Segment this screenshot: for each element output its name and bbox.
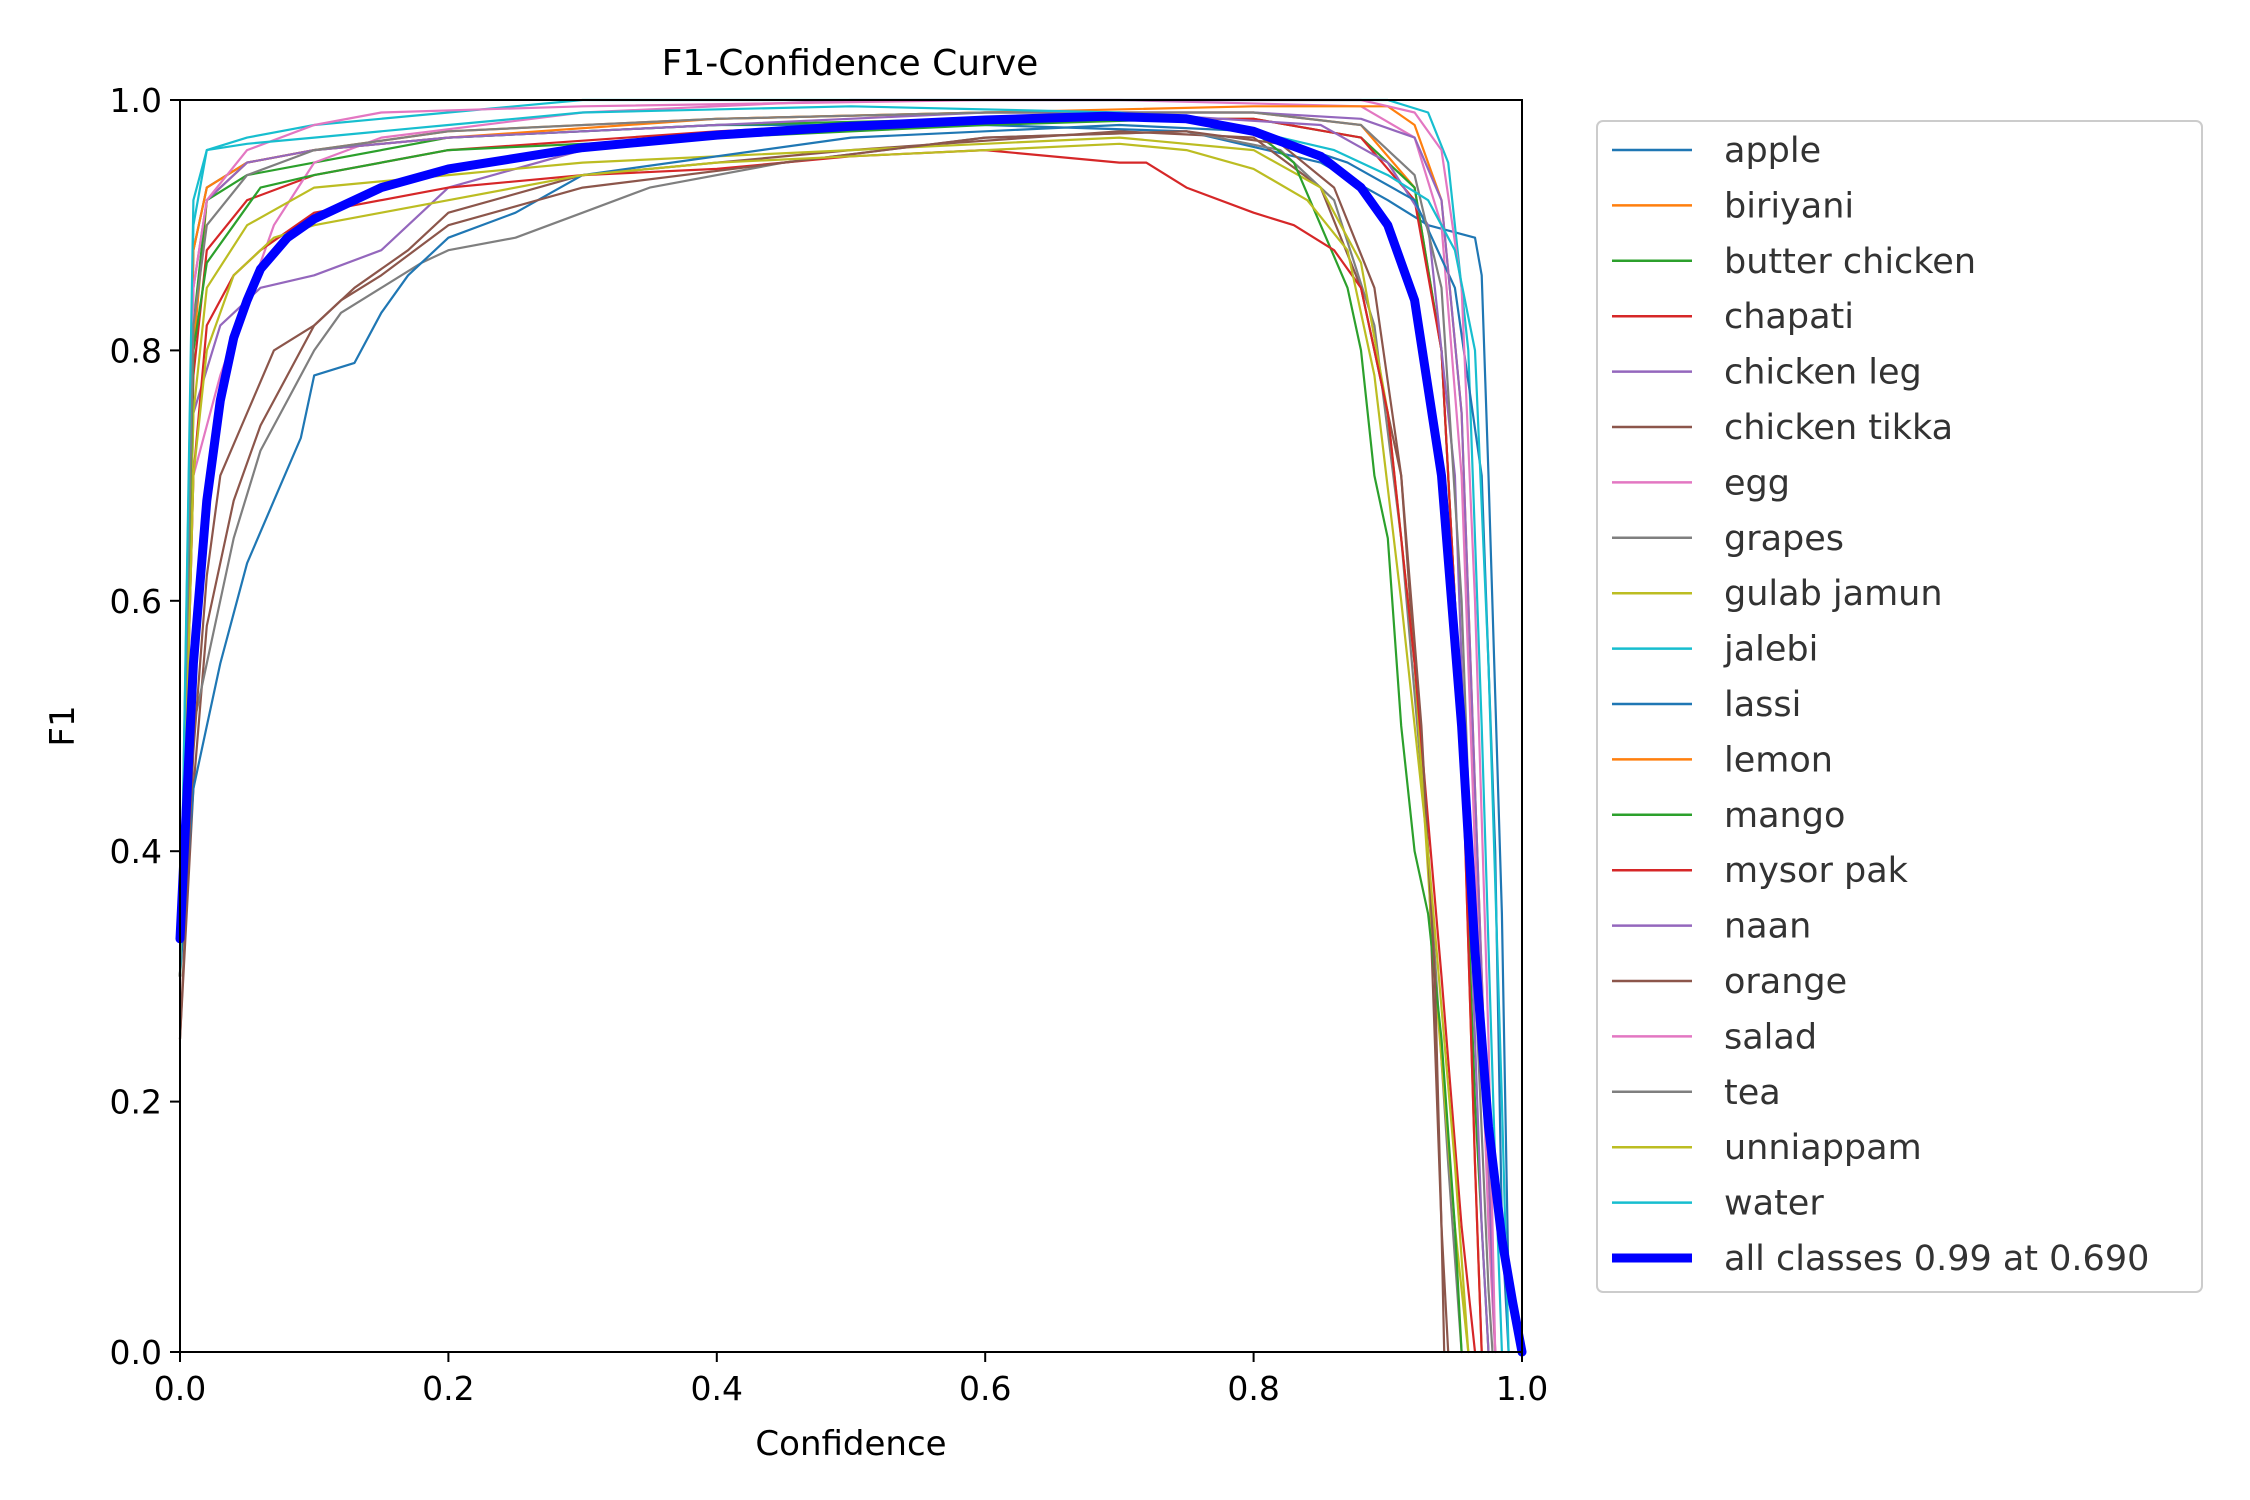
legend-label-gulab-jamun: gulab jamun (1724, 574, 1943, 614)
legend-label-biriyani: biriyani (1724, 186, 1854, 226)
legend-label-grapes: grapes (1724, 519, 1844, 559)
y-tick-label: 0.6 (110, 582, 162, 621)
x-tick-label: 0.0 (154, 1369, 206, 1408)
axes-frame (179, 99, 1523, 1353)
legend-label-tea: tea (1724, 1073, 1781, 1113)
legend-label-lemon: lemon (1724, 740, 1833, 780)
series-line-grapes (178, 130, 1463, 1354)
series-line-gulab-jamun (178, 136, 1470, 1354)
series-line-jalebi (178, 98, 1503, 1354)
x-axis: 0.0 0.2 0.4 0.6 0.8 1.0 (154, 1352, 1548, 1408)
legend-label-egg: egg (1724, 463, 1790, 503)
x-tick-label: 0.2 (422, 1369, 474, 1408)
x-axis-label: Confidence (755, 1424, 946, 1464)
legend-label-mysor-pak: mysor pak (1724, 851, 1909, 891)
legend: apple biriyani butter chicken chapati chicke… (1596, 120, 2203, 1293)
series-line-biriyani (178, 111, 1483, 1354)
series-line-egg (178, 98, 1497, 1354)
series-line-chicken-leg (178, 111, 1490, 1354)
legend-label-butter-chicken: butter chicken (1724, 242, 1976, 282)
series-line-chicken-tikka (178, 130, 1450, 1354)
series-line-all-classes-0-99-at-0-690 (175, 111, 1527, 1357)
series-line-tea (178, 111, 1494, 1354)
y-tick-label: 0.0 (110, 1333, 162, 1372)
series-line-mango (178, 117, 1463, 1354)
series-layer (175, 98, 1527, 1357)
y-axis-label: F1 (43, 705, 83, 746)
y-tick-label: 0.2 (110, 1083, 162, 1122)
legend-label-jalebi: jalebi (1723, 630, 1818, 670)
series-line-naan (178, 111, 1497, 1354)
legend-items: apple biriyani butter chicken chapati chicke… (1612, 131, 2149, 1279)
legend-label-salad: salad (1724, 1017, 1817, 1057)
legend-label-water: water (1724, 1184, 1824, 1224)
legend-label-orange: orange (1724, 962, 1847, 1002)
series-line-orange (178, 130, 1446, 1354)
x-tick-label: 0.6 (959, 1369, 1011, 1408)
legend-label-lassi: lassi (1724, 685, 1801, 725)
legend-label-unniappam: unniappam (1724, 1128, 1922, 1168)
series-line-unniappam (178, 142, 1470, 1354)
legend-label-chicken-tikka: chicken tikka (1724, 408, 1953, 448)
legend-label-apple: apple (1724, 131, 1821, 171)
legend-label-naan: naan (1724, 907, 1811, 947)
chart-title: F1-Confidence Curve (662, 43, 1039, 84)
series-line-lassi (178, 123, 1510, 1354)
legend-label-mango: mango (1724, 796, 1845, 836)
series-line-salad (178, 98, 1497, 1354)
x-tick-label: 1.0 (1496, 1369, 1548, 1408)
series-line-mysor-pak (178, 149, 1477, 1354)
legend-label-chapati: chapati (1724, 297, 1854, 337)
x-tick-label: 0.8 (1227, 1369, 1279, 1408)
y-tick-label: 1.0 (110, 81, 162, 120)
series-line-apple (178, 123, 1510, 1291)
legend-box (1596, 120, 2203, 1293)
plot-area (175, 98, 1527, 1357)
legend-label-all-classes-0-99-at-0-690: all classes 0.99 at 0.690 (1724, 1239, 2149, 1279)
x-tick-label: 0.4 (691, 1369, 743, 1408)
y-tick-label: 0.8 (110, 331, 162, 370)
y-tick-label: 0.4 (110, 832, 162, 871)
series-line-water (178, 105, 1510, 1354)
legend-label-chicken-leg: chicken leg (1724, 353, 1922, 393)
series-line-chapati (178, 117, 1483, 1354)
y-axis: 0.0 0.2 0.4 0.6 0.8 1.0 (110, 81, 180, 1372)
series-line-lemon (178, 105, 1497, 1354)
series-line-butter-chicken (178, 117, 1490, 1354)
